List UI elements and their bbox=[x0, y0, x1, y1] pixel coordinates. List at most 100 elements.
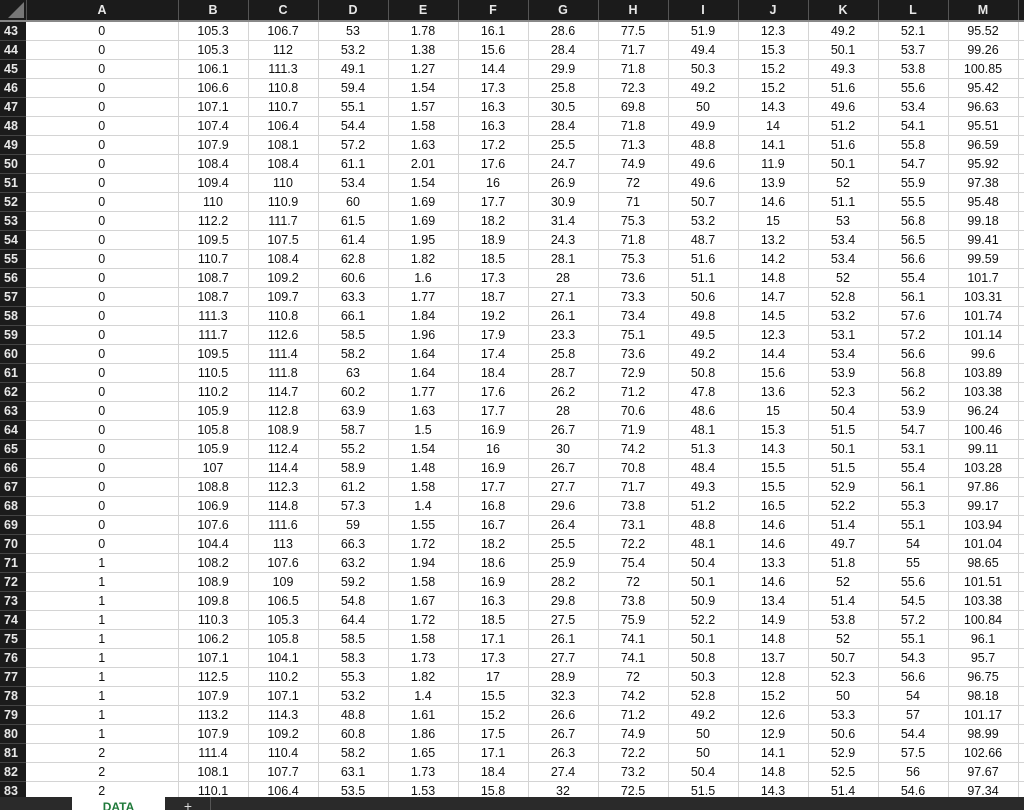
cell-f61[interactable]: 18.4 bbox=[458, 363, 529, 383]
cell-j75[interactable]: 14.8 bbox=[738, 629, 809, 649]
cell-e72[interactable]: 1.58 bbox=[388, 572, 459, 592]
cell-i70[interactable]: 48.1 bbox=[668, 534, 739, 554]
cell-l67[interactable]: 56.1 bbox=[878, 477, 949, 497]
cell-c76[interactable]: 104.1 bbox=[248, 648, 319, 668]
cell-k77[interactable]: 52.3 bbox=[808, 667, 879, 687]
cell-h65[interactable]: 74.2 bbox=[598, 439, 669, 459]
cell-e46[interactable]: 1.54 bbox=[388, 78, 459, 98]
cell-j56[interactable]: 14.8 bbox=[738, 268, 809, 288]
cell-b82[interactable]: 108.1 bbox=[178, 762, 249, 782]
cell-i63[interactable]: 48.6 bbox=[668, 401, 739, 421]
cell-d75[interactable]: 58.5 bbox=[318, 629, 389, 649]
cell-i64[interactable]: 48.1 bbox=[668, 420, 739, 440]
cell-d60[interactable]: 58.2 bbox=[318, 344, 389, 364]
cell-k46[interactable]: 51.6 bbox=[808, 78, 879, 98]
cell-b51[interactable]: 109.4 bbox=[178, 173, 249, 193]
row-header[interactable]: 45 bbox=[0, 59, 26, 79]
cell-d70[interactable]: 66.3 bbox=[318, 534, 389, 554]
cell-i61[interactable]: 50.8 bbox=[668, 363, 739, 383]
cell-c62[interactable]: 114.7 bbox=[248, 382, 319, 402]
cell-a73[interactable]: 1 bbox=[26, 591, 179, 611]
cell-l57[interactable]: 56.1 bbox=[878, 287, 949, 307]
cell-c78[interactable]: 107.1 bbox=[248, 686, 319, 706]
cell-h75[interactable]: 74.1 bbox=[598, 629, 669, 649]
cell-h61[interactable]: 72.9 bbox=[598, 363, 669, 383]
cell-m79[interactable]: 101.17 bbox=[948, 705, 1019, 725]
cell-e53[interactable]: 1.69 bbox=[388, 211, 459, 231]
cell-l58[interactable]: 57.6 bbox=[878, 306, 949, 326]
cell-c80[interactable]: 109.2 bbox=[248, 724, 319, 744]
cell-a79[interactable]: 1 bbox=[26, 705, 179, 725]
cell-b54[interactable]: 109.5 bbox=[178, 230, 249, 250]
cell-overflow[interactable] bbox=[1018, 629, 1024, 649]
cell-j46[interactable]: 15.2 bbox=[738, 78, 809, 98]
row-header[interactable]: 59 bbox=[0, 325, 26, 345]
cell-h56[interactable]: 73.6 bbox=[598, 268, 669, 288]
cell-e50[interactable]: 2.01 bbox=[388, 154, 459, 174]
cell-k75[interactable]: 52 bbox=[808, 629, 879, 649]
cell-overflow[interactable] bbox=[1018, 363, 1024, 383]
cell-i68[interactable]: 51.2 bbox=[668, 496, 739, 516]
cell-a59[interactable]: 0 bbox=[26, 325, 179, 345]
cell-c66[interactable]: 114.4 bbox=[248, 458, 319, 478]
cell-m43[interactable]: 95.52 bbox=[948, 21, 1019, 41]
cell-a54[interactable]: 0 bbox=[26, 230, 179, 250]
cell-f62[interactable]: 17.6 bbox=[458, 382, 529, 402]
cell-a68[interactable]: 0 bbox=[26, 496, 179, 516]
cell-overflow[interactable] bbox=[1018, 686, 1024, 706]
cell-h80[interactable]: 74.9 bbox=[598, 724, 669, 744]
cell-h72[interactable]: 72 bbox=[598, 572, 669, 592]
cell-e82[interactable]: 1.73 bbox=[388, 762, 459, 782]
cell-l65[interactable]: 53.1 bbox=[878, 439, 949, 459]
cell-l64[interactable]: 54.7 bbox=[878, 420, 949, 440]
cell-g82[interactable]: 27.4 bbox=[528, 762, 599, 782]
cell-e81[interactable]: 1.65 bbox=[388, 743, 459, 763]
cell-g72[interactable]: 28.2 bbox=[528, 572, 599, 592]
cell-c64[interactable]: 108.9 bbox=[248, 420, 319, 440]
cell-a52[interactable]: 0 bbox=[26, 192, 179, 212]
cell-i77[interactable]: 50.3 bbox=[668, 667, 739, 687]
cell-m73[interactable]: 103.38 bbox=[948, 591, 1019, 611]
cell-h69[interactable]: 73.1 bbox=[598, 515, 669, 535]
row-header[interactable]: 44 bbox=[0, 40, 26, 60]
cell-g55[interactable]: 28.1 bbox=[528, 249, 599, 269]
cell-e67[interactable]: 1.58 bbox=[388, 477, 459, 497]
cell-m59[interactable]: 101.14 bbox=[948, 325, 1019, 345]
cell-a66[interactable]: 0 bbox=[26, 458, 179, 478]
cell-overflow[interactable] bbox=[1018, 21, 1024, 41]
cell-overflow[interactable] bbox=[1018, 458, 1024, 478]
cell-h82[interactable]: 73.2 bbox=[598, 762, 669, 782]
column-header-k[interactable]: K bbox=[808, 0, 879, 22]
cell-f67[interactable]: 17.7 bbox=[458, 477, 529, 497]
cell-f72[interactable]: 16.9 bbox=[458, 572, 529, 592]
cell-a48[interactable]: 0 bbox=[26, 116, 179, 136]
cell-b79[interactable]: 113.2 bbox=[178, 705, 249, 725]
cell-k71[interactable]: 51.8 bbox=[808, 553, 879, 573]
cell-j77[interactable]: 12.8 bbox=[738, 667, 809, 687]
cell-d54[interactable]: 61.4 bbox=[318, 230, 389, 250]
cell-m66[interactable]: 103.28 bbox=[948, 458, 1019, 478]
cell-m70[interactable]: 101.04 bbox=[948, 534, 1019, 554]
cell-g57[interactable]: 27.1 bbox=[528, 287, 599, 307]
cell-d65[interactable]: 55.2 bbox=[318, 439, 389, 459]
cell-e48[interactable]: 1.58 bbox=[388, 116, 459, 136]
cell-j71[interactable]: 13.3 bbox=[738, 553, 809, 573]
cell-k66[interactable]: 51.5 bbox=[808, 458, 879, 478]
cell-m55[interactable]: 99.59 bbox=[948, 249, 1019, 269]
column-header-overflow[interactable] bbox=[1018, 0, 1024, 22]
cell-a77[interactable]: 1 bbox=[26, 667, 179, 687]
cell-g45[interactable]: 29.9 bbox=[528, 59, 599, 79]
cell-g52[interactable]: 30.9 bbox=[528, 192, 599, 212]
cell-h45[interactable]: 71.8 bbox=[598, 59, 669, 79]
cell-b67[interactable]: 108.8 bbox=[178, 477, 249, 497]
cell-k45[interactable]: 49.3 bbox=[808, 59, 879, 79]
cell-e51[interactable]: 1.54 bbox=[388, 173, 459, 193]
cell-b62[interactable]: 110.2 bbox=[178, 382, 249, 402]
row-header[interactable]: 65 bbox=[0, 439, 26, 459]
cell-g63[interactable]: 28 bbox=[528, 401, 599, 421]
cell-e74[interactable]: 1.72 bbox=[388, 610, 459, 630]
row-header[interactable]: 53 bbox=[0, 211, 26, 231]
column-header-a[interactable]: A bbox=[26, 0, 179, 22]
cell-h48[interactable]: 71.8 bbox=[598, 116, 669, 136]
row-header[interactable]: 52 bbox=[0, 192, 26, 212]
